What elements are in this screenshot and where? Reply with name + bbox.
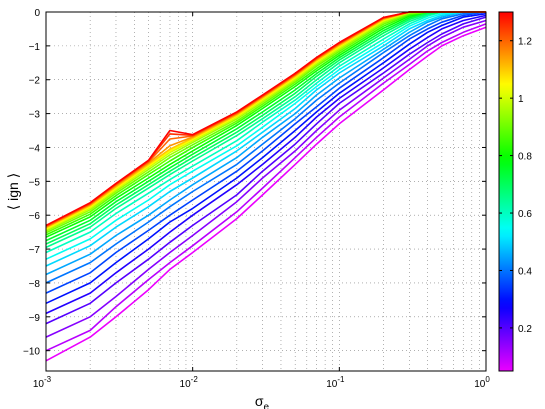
colorbar-tick-label: 0.4	[518, 266, 532, 277]
series-line-19	[45, 11, 486, 231]
y-tick-label: −7	[29, 245, 41, 256]
colorbar-tick-label: 1.2	[518, 37, 532, 48]
series-line-5	[45, 12, 487, 305]
x-tick-label: 10-1	[326, 375, 345, 390]
colorbar-tick-label: 0.6	[518, 209, 532, 220]
series-line-13	[45, 11, 486, 245]
series-group	[45, 11, 487, 362]
plot-frame	[45, 11, 487, 372]
series-line-10	[45, 11, 486, 260]
series-line-0	[45, 26, 487, 362]
x-axis-label: σe	[255, 393, 270, 409]
y-tick-label: −10	[23, 347, 40, 358]
y-tick-label: −3	[29, 110, 41, 121]
colorbar-tick-label: 1	[518, 94, 524, 105]
axis-ticks: 10-3 10-2 10-1 100 0 −1 −2 −3 −4 −5 −6 −7 −8 −9 −10	[23, 8, 490, 390]
series-line-12	[45, 11, 486, 249]
colorbar-ticks: 0.2 0.4 0.6 0.8 1 1.2	[499, 37, 532, 335]
colorbar-tick-label: 0.8	[518, 152, 532, 163]
colorbar	[498, 11, 514, 372]
y-tick-label: −4	[29, 143, 41, 154]
series-line-8	[45, 11, 486, 276]
series-line-9	[45, 11, 486, 267]
y-tick-label: −6	[29, 211, 41, 222]
series-line-7	[45, 11, 487, 284]
y-tick-label: −2	[29, 76, 41, 87]
series-line-11	[45, 11, 486, 254]
series-line-1	[45, 23, 487, 352]
series-line-17	[45, 11, 486, 234]
x-tick-label: 10-2	[180, 375, 199, 390]
colorbar-tick-label: 0.2	[518, 324, 532, 335]
y-tick-label: 0	[34, 8, 40, 19]
series-line-14	[45, 11, 486, 242]
series-line-6	[45, 11, 487, 294]
series-line-2	[45, 19, 487, 338]
y-tick-label: −5	[29, 177, 41, 188]
x-tick-label: 10-3	[33, 375, 52, 390]
x-axis-label-subscript: e	[264, 402, 270, 409]
y-axis-label: ⟨ ign ⟩	[5, 173, 21, 210]
y-tick-label: −9	[29, 313, 41, 324]
x-tick-label: 100	[474, 375, 490, 390]
series-line-3	[45, 16, 487, 325]
y-tick-label: −1	[29, 42, 41, 53]
y-tick-label: −8	[29, 279, 41, 290]
x-axis-label-main: σ	[255, 393, 264, 409]
series-line-4	[45, 14, 487, 315]
